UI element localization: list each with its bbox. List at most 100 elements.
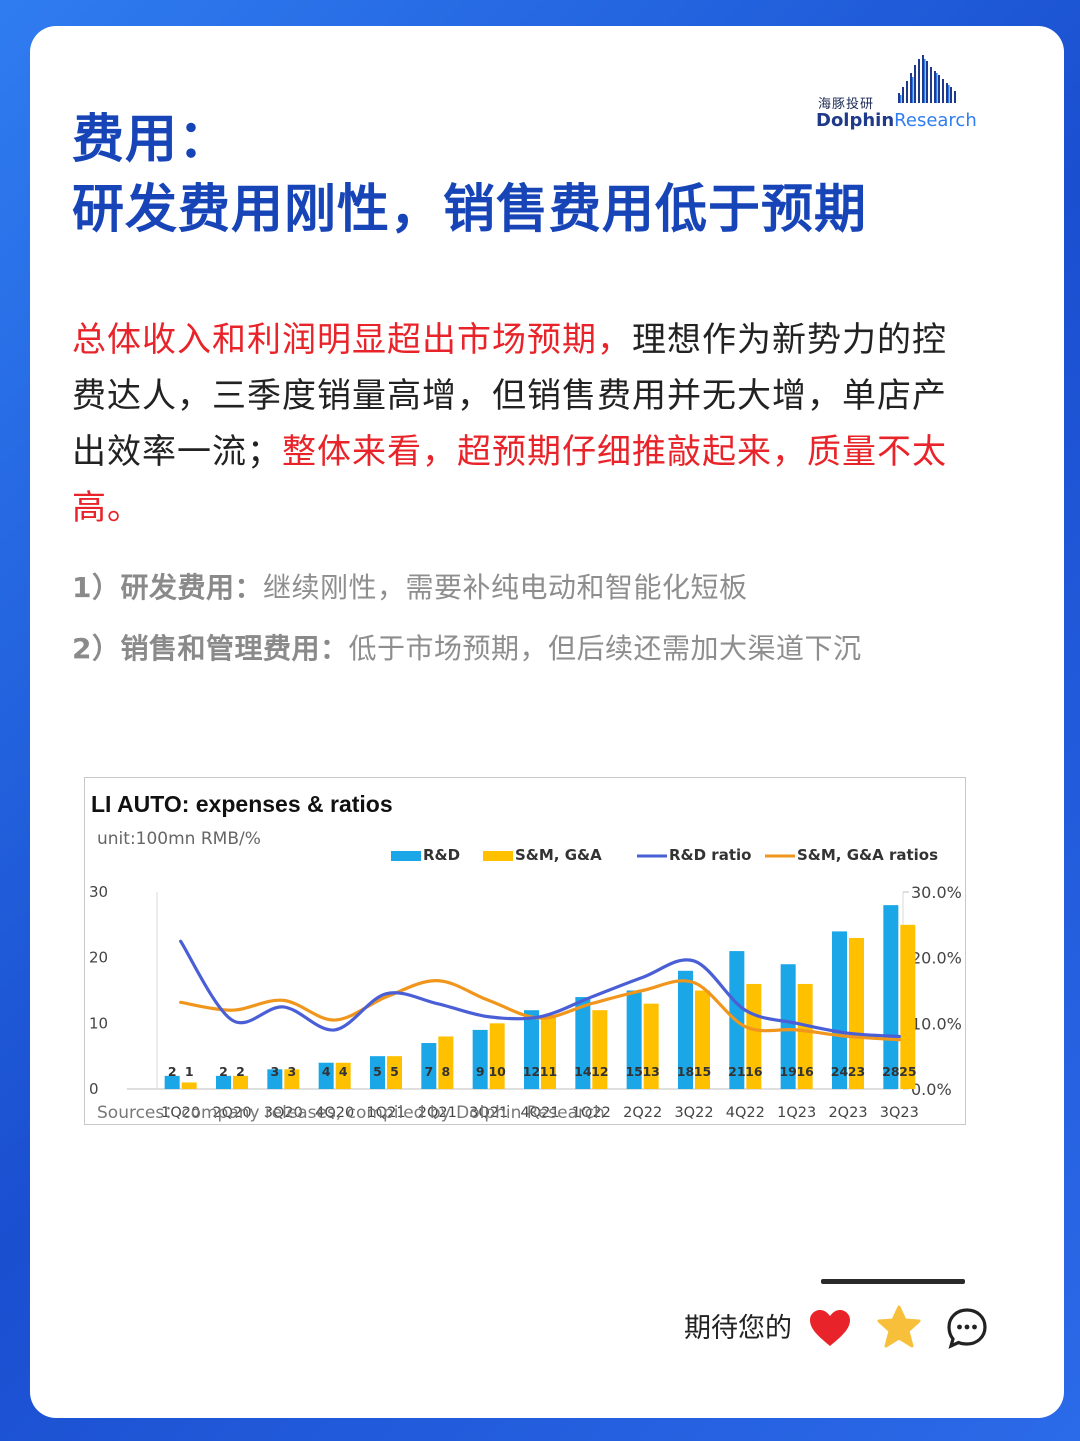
bar-rd [370,1056,385,1089]
y-right-tick-label: 0.0% [911,1080,952,1099]
bar-sm [849,937,864,1089]
chart-svg: LI AUTO: expenses & ratios unit:100mn RM… [89,791,962,1123]
bar-label-rd: 15 [625,1064,642,1079]
bar-rd [472,1029,488,1089]
bar-sm [284,1069,300,1089]
bar-label-sm: 23 [848,1064,865,1079]
bar-rd [832,931,847,1089]
bar-label-sm: 12 [591,1064,608,1079]
x-tick-label: 4Q20 [315,1105,354,1121]
point-rd-label: 1）研发费用： [72,571,263,604]
bar-label-sm: 2 [236,1064,245,1079]
chart-unit: unit:100mn RMB/% [97,829,261,849]
divider [821,1279,965,1284]
bar-sm [541,1016,556,1089]
expense-chart: LI AUTO: expenses & ratios unit:100mn RM… [84,777,966,1125]
legend-sm-ratio-label: S&M, G&A ratios [797,846,938,864]
x-tick-label: 2Q20 [212,1105,251,1121]
x-tick-label: 3Q20 [264,1105,303,1121]
point-sm: 2）销售和管理费用：低于市场预期，但后续还需加大渠道下沉 [72,627,862,667]
legend-sm-label: S&M, G&A [515,846,602,864]
bar-sm [335,1062,351,1089]
bar-sm [181,1082,197,1089]
line-rd-ratio [179,939,901,1039]
y-right-tick-label: 20.0% [911,949,962,968]
logo-bars-icon [898,55,956,103]
bar-rd [575,997,591,1089]
bar-sm [900,924,916,1089]
title-line1: 费用： [72,110,232,170]
page-title: 费用： 研发费用刚性，销售费用低于预期 [72,105,867,245]
bar-label-rd: 19 [779,1064,796,1079]
bar-label-rd: 21 [728,1064,745,1079]
bar-sm [797,983,813,1089]
bar-sm [746,983,762,1089]
bar-label-sm: 25 [899,1064,916,1079]
intro-body: 理想作为新势力的控费达人，三季度销量高增，但销售费用并无大增，单店产出效率一流； [72,320,947,472]
bar-label-rd: 28 [882,1064,899,1079]
bar-label-rd: 9 [476,1064,485,1079]
bar-rd [164,1075,180,1089]
x-tick-label: 1Q22 [572,1105,611,1121]
bar-rd [267,1069,283,1089]
x-tick-label: 1Q20 [161,1105,200,1121]
bar-label-rd: 4 [322,1064,331,1079]
chart-bar-labels: 2 1 2 2 3 3 4 4 5 5 7 8 9 10 12 11 14 12 15 13 18 15 21 16 19 16 2… [168,1064,917,1079]
bar-rd [524,1010,539,1089]
bar-label-sm: 8 [441,1064,450,1079]
content-card [30,26,1064,1418]
bar-label-rd: 14 [574,1064,592,1079]
bar-rd [318,1062,334,1089]
bar-label-sm: 4 [339,1064,348,1079]
bar-rd [421,1043,437,1089]
bar-label-sm: 10 [488,1064,506,1079]
x-tick-label: 4Q21 [520,1105,559,1121]
legend-rd-label: R&D [423,846,460,864]
x-tick-label: 2Q21 [418,1105,457,1121]
bar-label-rd: 2 [168,1064,177,1079]
point-sm-label: 2）销售和管理费用： [72,632,349,665]
intro-highlight-2: 整体来看，超预期仔细推敲起来，质量不太高。 [72,432,947,528]
chart-bars [164,905,916,1089]
legend-sm-swatch [483,851,513,861]
bar-label-rd: 5 [373,1064,382,1079]
y-right-tick-label: 30.0% [911,883,962,902]
bar-label-rd: 3 [270,1064,279,1079]
point-rd-text: 继续刚性，需要补纯电动和智能化短板 [262,571,748,604]
logo-en: DolphinResearch [816,110,977,131]
x-tick-label: 4Q22 [726,1105,765,1121]
bar-sm [438,1036,454,1089]
footer-text: 期待您的 [684,1313,792,1344]
star-icon[interactable] [876,1305,922,1349]
heart-icon[interactable] [808,1308,852,1348]
bar-label-rd: 2 [219,1064,228,1079]
point-rd: 1）研发费用：继续刚性，需要补纯电动和智能化短板 [72,566,748,606]
bar-label-sm: 1 [185,1064,194,1079]
bar-label-sm: 5 [390,1064,399,1079]
y-left-tick-label: 0 [89,1080,99,1098]
bar-sm [695,990,710,1089]
x-tick-label: 3Q21 [469,1105,508,1121]
legend-rd-ratio-label: R&D ratio [669,846,751,864]
bar-label-sm: 16 [796,1064,814,1079]
y-right-tick-label: 10.0% [911,1014,962,1033]
bar-label-sm: 3 [287,1064,296,1079]
bar-label-sm: 16 [745,1064,763,1079]
chart-lines [179,939,901,1042]
bar-rd [883,905,899,1089]
comment-icon[interactable] [946,1307,988,1349]
x-tick-label: 2Q23 [828,1105,867,1121]
y-left-tick-label: 20 [89,949,108,967]
legend-rd-swatch [391,851,421,861]
chart-title: LI AUTO: expenses & ratios [91,791,393,817]
bar-sm [592,1010,608,1089]
bar-sm [643,1003,659,1089]
bar-sm [387,1056,402,1089]
y-left-tick-label: 10 [89,1014,108,1032]
bar-rd [780,964,796,1089]
bar-rd [678,970,693,1089]
bar-label-rd: 7 [424,1064,433,1079]
intro-paragraph: 总体收入和利润明显超出市场预期，理想作为新势力的控费达人，三季度销量高增，但销售… [72,312,972,536]
logo-cn: 海豚投研 [818,97,875,112]
y-left-tick-label: 30 [89,883,108,901]
